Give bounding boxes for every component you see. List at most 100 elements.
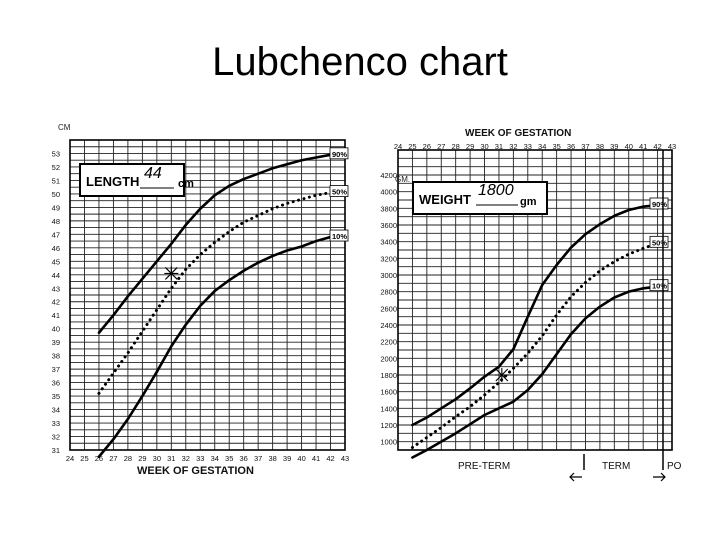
length-percentile-label: 90%: [332, 150, 347, 159]
length-x-tick-label: 24: [66, 454, 74, 463]
length-y-tick-label: 37: [52, 365, 60, 374]
length-percentile-label: 10%: [332, 232, 347, 241]
length-marker: [164, 266, 179, 281]
length-x-tick-label: 43: [341, 454, 349, 463]
weight-x-tick-label: 36: [567, 142, 575, 151]
length-percentile-box: [329, 229, 349, 242]
length-x-ticks: 24 25 26 27 28 29 30 31 32 33 34 35 36 37 38 39 40 41 42 43: [66, 454, 349, 463]
length-series-90pct: [97, 153, 332, 335]
length-y-unit: CM: [58, 123, 71, 132]
weight-y-ticks: 1000 1200 1400 1600 1800 2000 2200 2400 2600 2800…: [380, 171, 397, 447]
length-x-tick-label: 32: [182, 454, 190, 463]
weight-chart: WEEK OF GESTATION 1000 1200 1400 1600 1800 20…: [380, 126, 682, 482]
weight-label-box: WEIGHT 1800 gm: [412, 181, 548, 215]
length-x-tick-label: 29: [138, 454, 146, 463]
weight-y-tick-label: 3400: [380, 238, 397, 247]
weight-y-tick-label: 1000: [380, 438, 397, 447]
length-x-tick-label: 35: [225, 454, 233, 463]
weight-x-tick-label: 24: [394, 142, 402, 151]
weight-y-tick-label: 3200: [380, 254, 397, 263]
length-y-tick-label: 33: [52, 419, 60, 428]
length-y-tick-label: 34: [52, 406, 60, 415]
length-label-box: LENGTH 44 cm: [79, 163, 194, 197]
length-x-tick-label: 37: [254, 454, 262, 463]
weight-y-tick-label: 2400: [380, 321, 397, 330]
weight-percentile-label: 50%: [652, 238, 667, 247]
weight-label-frame: [412, 181, 548, 215]
weight-x-tick-label: 27: [437, 142, 445, 151]
length-y-tick-label: 51: [52, 176, 60, 185]
weight-x-tick-label: 42: [653, 142, 661, 151]
weight-percentile-label: 10%: [652, 282, 667, 291]
length-y-tick-label: 35: [52, 392, 60, 401]
weight-zone-markers: PRE-TERM TERM PO: [458, 150, 682, 482]
zone-post-label: PO: [667, 461, 682, 472]
arrow-right-icon: [653, 472, 666, 482]
length-x-tick-label: 41: [312, 454, 320, 463]
length-y-tick-label: 42: [52, 298, 60, 307]
length-x-tick-label: 28: [124, 454, 132, 463]
length-y-tick-label: 40: [52, 325, 60, 334]
weight-y-tick-label: 4000: [380, 188, 397, 197]
zone-term-label: TERM: [602, 461, 630, 472]
length-y-tick-label: 44: [52, 271, 60, 280]
weight-chart-paper: [380, 126, 680, 476]
weight-percentile-label: 90%: [652, 200, 667, 209]
weight-y-tick-label: 3600: [380, 221, 397, 230]
weight-x-tick-label: 35: [552, 142, 560, 151]
length-x-tick-label: 27: [109, 454, 117, 463]
weight-x-tick-label: 31: [495, 142, 503, 151]
length-handwritten-value: 44: [144, 165, 162, 182]
weight-y-tick-label: 2200: [380, 338, 397, 347]
length-series-50pct: [97, 191, 333, 395]
weight-y-tick-label: 4200: [380, 171, 397, 180]
weight-label-unit: gm: [520, 196, 537, 208]
weight-x-tick-label: 25: [408, 142, 416, 151]
length-x-tick-label: 36: [240, 454, 248, 463]
length-y-tick-label: 32: [52, 433, 60, 442]
length-y-tick-label: 48: [52, 217, 60, 226]
weight-y-tick-label: 1200: [380, 421, 397, 430]
weight-x-tick-label: 30: [480, 142, 488, 151]
weight-x-ticks: 24 25 26 27 28 29 30 31 32 33 34 35 36 37 38 39 40 41 42 43: [394, 142, 676, 151]
weight-handwritten-value: 1800: [478, 182, 514, 199]
weight-x-tick-label: 28: [452, 142, 460, 151]
length-y-tick-label: 47: [52, 230, 60, 239]
length-label-prefix: LENGTH: [86, 174, 139, 189]
weight-percentile-box: [649, 279, 669, 292]
length-y-tick-label: 41: [52, 311, 60, 320]
weight-percentile-box: [649, 235, 669, 248]
weight-y-tick-label: 1600: [380, 388, 397, 397]
length-x-tick-label: 39: [283, 454, 291, 463]
zone-preterm-label: PRE-TERM: [458, 461, 510, 472]
length-y-tick-label: 38: [52, 352, 60, 361]
weight-y-tick-label: 3800: [380, 204, 397, 213]
weight-marker: [494, 368, 509, 382]
weight-x-tick-label: 26: [423, 142, 431, 151]
length-y-tick-label: 53: [52, 149, 60, 158]
weight-y-tick-label: 1400: [380, 404, 397, 413]
length-percentile-box: [329, 185, 349, 197]
weight-percentile-box: [649, 197, 669, 210]
weight-y-unit: GM.: [395, 175, 410, 184]
weight-y-tick-label: 2800: [380, 288, 397, 297]
length-x-tick-label: 42: [326, 454, 334, 463]
weight-series-50pct: [410, 241, 660, 449]
length-plot-frame: [69, 139, 346, 451]
length-y-tick-label: 36: [52, 379, 60, 388]
length-y-ticks: 31 32 33 34 35 36 37 38 39 40 41 42 43 44 45 46 47 48 49 50…: [52, 149, 60, 455]
length-y-tick-label: 46: [52, 244, 60, 253]
length-label-frame: [79, 163, 185, 197]
length-x-tick-label: 30: [153, 454, 161, 463]
length-y-tick-label: 52: [52, 163, 60, 172]
length-series: [97, 153, 333, 459]
length-y-tick-label: 43: [52, 284, 60, 293]
weight-x-tick-label: 33: [524, 142, 532, 151]
length-x-tick-label: 26: [95, 454, 103, 463]
weight-x-tick-label: 29: [466, 142, 474, 151]
weight-x-tick-label: 43: [668, 142, 676, 151]
length-chart: 31 32 33 34 35 36 37 38 39 40 41 42 43 44 45 46 47 48 49 50…: [52, 123, 350, 477]
slide-title: Lubchenco chart: [212, 40, 508, 84]
weight-x-tick-label: 39: [610, 142, 618, 151]
